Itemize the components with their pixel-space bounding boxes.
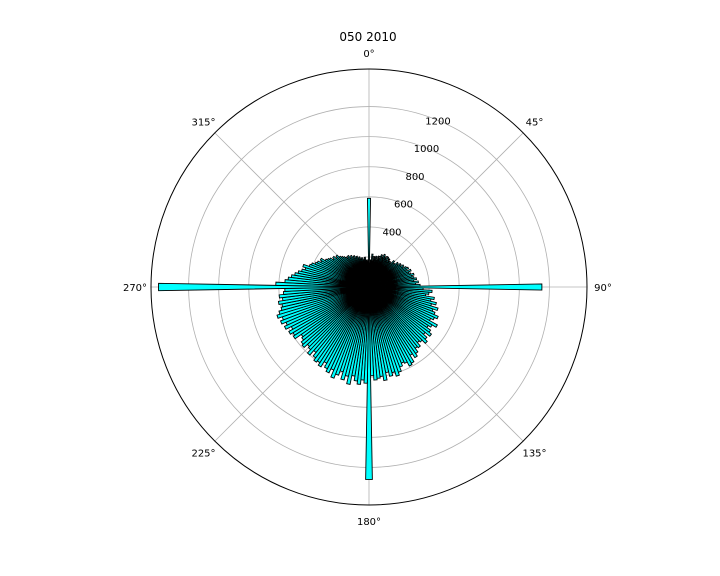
radial-tick-400: 400 [382, 227, 401, 238]
angular-tick-labels: 0° 45° 90° 135° 180° 225° 270° 315° [123, 49, 612, 528]
bar-248 [279, 286, 370, 325]
angular-tick-225: 225° [191, 449, 215, 460]
angular-tick-45: 45° [526, 118, 544, 129]
angular-tick-0: 0° [363, 49, 374, 60]
bar-90 [368, 283, 543, 291]
bar-146 [368, 286, 418, 359]
radial-tick-200: 200 [371, 255, 390, 266]
bar-264 [278, 286, 370, 299]
bar-270 [158, 282, 370, 292]
bar-154 [368, 286, 408, 364]
bar-230 [300, 286, 370, 345]
radial-tick-1200: 1200 [425, 116, 450, 127]
chart-title: 050 2010 [339, 30, 396, 44]
angular-tick-90: 90° [594, 283, 612, 294]
bar-260 [277, 286, 370, 306]
bars-group [158, 197, 543, 480]
bar-232 [301, 286, 370, 341]
angular-tick-315: 315° [191, 118, 215, 129]
bar-358 [367, 259, 370, 288]
radial-tick-labels: 200 400 600 800 1000 1200 [371, 116, 451, 266]
bar-244 [283, 286, 370, 330]
bar-152 [368, 286, 413, 367]
bar-252 [276, 286, 370, 319]
bar-236 [292, 286, 370, 340]
bar-166 [368, 286, 394, 377]
bar-162 [368, 286, 400, 377]
bar-0 [366, 197, 372, 288]
polar-outer-circle [150, 68, 588, 506]
radial-tick-800: 800 [405, 172, 424, 183]
bar-254 [278, 286, 370, 315]
angular-tick-180: 180° [357, 517, 381, 528]
bar-176 [368, 286, 378, 381]
bar-180 [365, 286, 373, 480]
bar-266 [282, 286, 370, 295]
angular-tick-270: 270° [123, 283, 147, 294]
polar-frame [150, 68, 588, 506]
bar-256 [280, 286, 370, 311]
radial-tick-1000: 1000 [414, 144, 439, 155]
radial-tick-600: 600 [394, 200, 413, 211]
bar-170 [368, 286, 388, 382]
bar-240 [288, 286, 370, 335]
angular-tick-135: 135° [522, 449, 546, 460]
